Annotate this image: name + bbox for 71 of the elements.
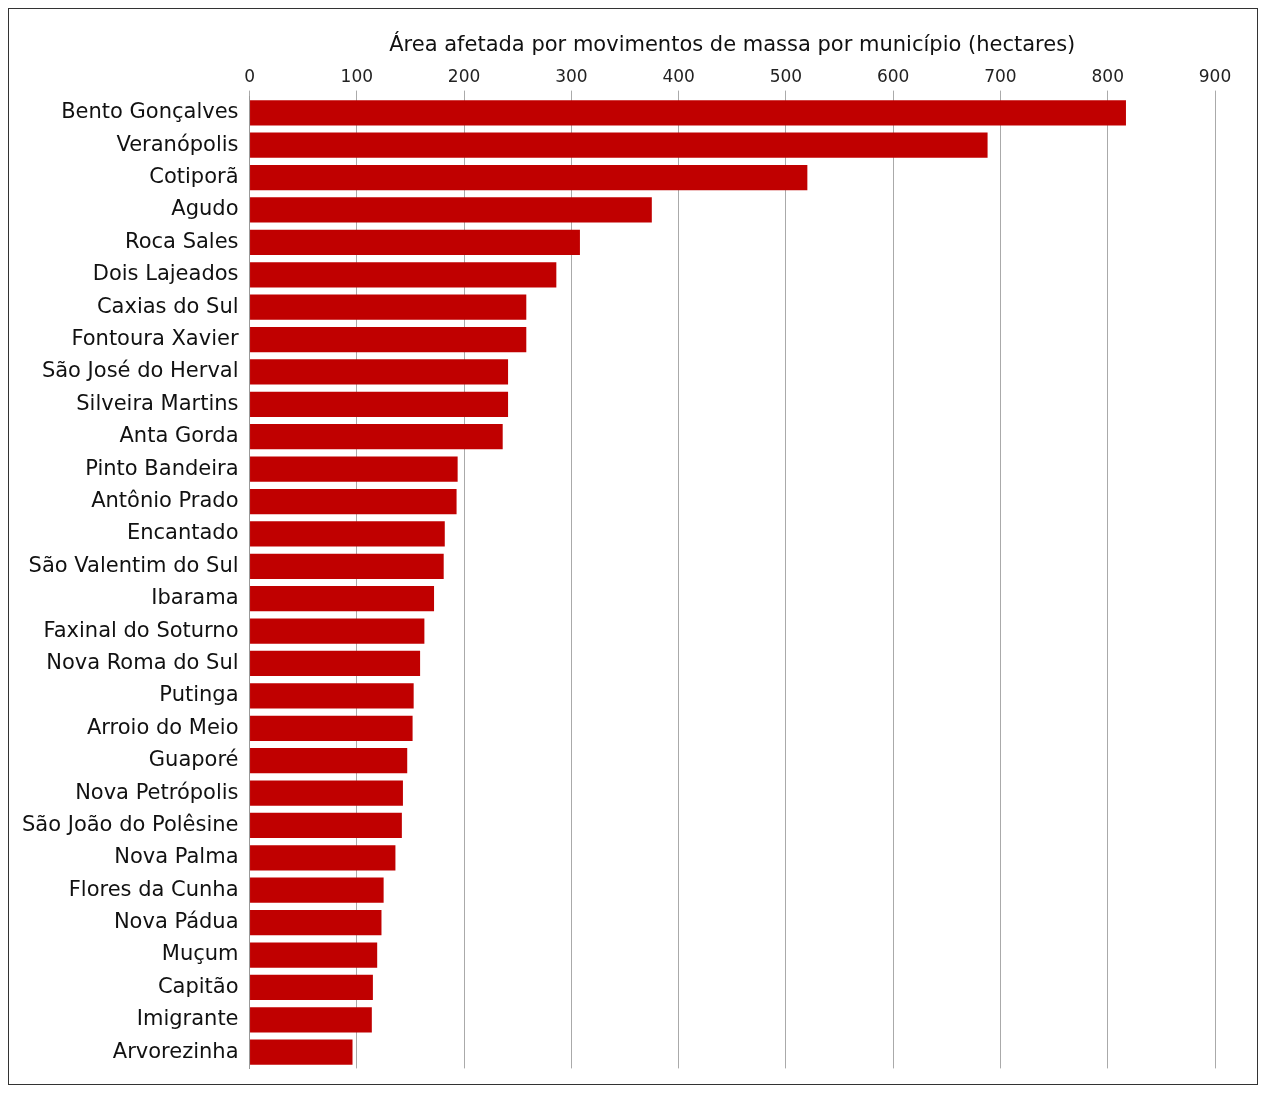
bar <box>250 780 403 806</box>
bar <box>250 618 425 644</box>
bar <box>250 877 384 903</box>
bar <box>250 100 1126 126</box>
y-tick-label: Flores da Cunha <box>68 876 239 901</box>
x-tick-label: 0 <box>244 65 255 86</box>
x-tick-label: 100 <box>340 65 374 86</box>
y-tick-label: São José do Herval <box>41 358 239 383</box>
y-tick-label: Roca Sales <box>125 228 239 253</box>
y-tick-label: Nova Pádua <box>113 909 239 934</box>
y-tick-label: Nova Petrópolis <box>75 779 239 804</box>
bar <box>250 488 457 515</box>
y-tick-label: Antônio Prado <box>91 487 239 512</box>
bar <box>250 197 652 223</box>
x-tick-label: 700 <box>984 65 1017 86</box>
y-tick-label: Imigrante <box>136 1006 239 1031</box>
y-tick-label: Anta Gorda <box>119 423 239 448</box>
x-tick-label: 500 <box>769 65 803 86</box>
bar <box>250 974 373 1001</box>
bar <box>250 456 458 482</box>
bar <box>250 683 414 709</box>
y-tick-label: Putinga <box>159 682 239 707</box>
y-tick-label: Arvorezinha <box>112 1038 239 1063</box>
y-tick-label: Silveira Martins <box>76 390 239 415</box>
y-tick-label: Dois Lajeados <box>92 261 239 286</box>
x-tick-label: 600 <box>876 65 910 86</box>
y-tick-label: Guaporé <box>148 747 239 772</box>
y-tick-label: Fontoura Xavier <box>71 326 239 350</box>
bar <box>250 326 527 353</box>
x-axis-title: Área afetada por movimentos de massa por município (hectares) <box>389 31 1076 57</box>
bar <box>250 1007 372 1033</box>
bar <box>250 132 988 158</box>
y-tick-label: Nova Palma <box>114 844 239 869</box>
bar <box>250 391 509 417</box>
y-tick-label: Cotiporã <box>149 164 239 189</box>
bar <box>250 262 557 288</box>
y-tick-label: Nova Roma do Sul <box>46 649 239 674</box>
bar <box>250 164 808 191</box>
bar <box>250 424 503 450</box>
bar <box>250 553 444 579</box>
y-tick-label: Encantado <box>126 520 239 545</box>
bar <box>250 812 402 839</box>
y-tick-label: Agudo <box>171 196 239 221</box>
bar <box>250 942 378 968</box>
bar <box>250 748 408 774</box>
bar <box>250 1039 353 1065</box>
y-tick-label: Bento Gonçalves <box>61 99 239 124</box>
bar <box>250 359 509 385</box>
x-tick-label: 200 <box>447 65 481 86</box>
bar <box>250 229 580 255</box>
y-tick-label: Pinto Bandeira <box>85 455 239 480</box>
x-tick-label: 400 <box>662 65 695 86</box>
y-tick-label: São João do Polêsine <box>21 811 239 836</box>
bar <box>250 910 382 936</box>
bar <box>250 715 413 741</box>
y-tick-label: Arroio do Meio <box>86 714 239 739</box>
y-tick-label: Capitão <box>157 973 239 998</box>
x-tick-label: 300 <box>555 65 588 86</box>
y-tick-label: Muçum <box>161 941 239 966</box>
y-tick-label: Ibarama <box>151 585 239 610</box>
bar <box>250 586 435 612</box>
bar <box>250 650 421 677</box>
bar <box>250 521 445 547</box>
x-tick-label: 900 <box>1198 65 1232 86</box>
bar <box>250 845 396 871</box>
bar <box>250 294 527 320</box>
y-tick-label: Caxias do Sul <box>96 293 239 318</box>
y-tick-label: Faxinal do Soturno <box>43 617 239 642</box>
y-tick-label: Veranópolis <box>116 131 239 156</box>
x-tick-label: 800 <box>1091 65 1124 86</box>
y-tick-label: São Valentim do Sul <box>28 552 239 577</box>
